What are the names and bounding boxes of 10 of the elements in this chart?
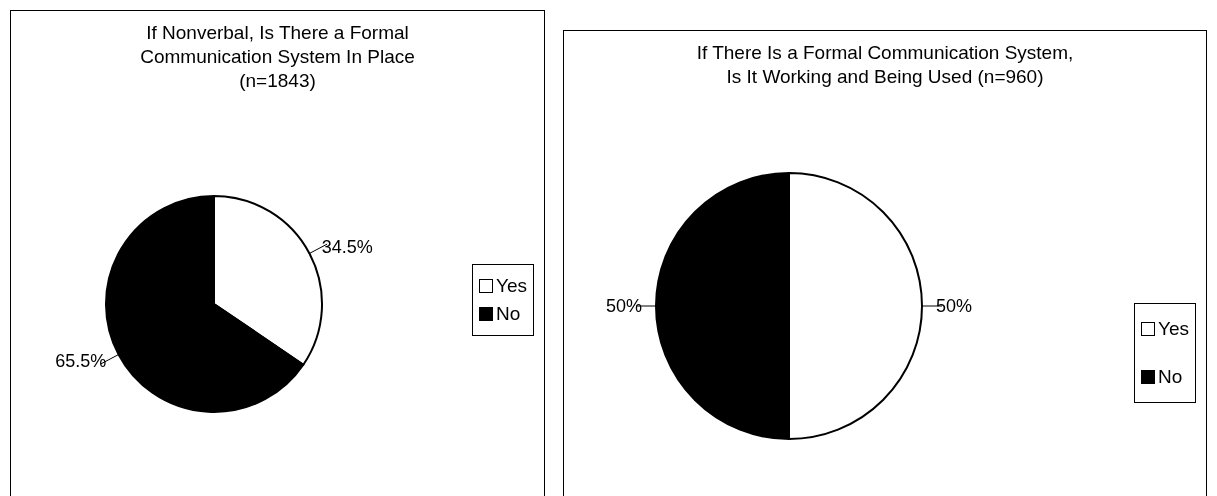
data-label: 50%: [605, 296, 642, 316]
legend-label: No: [496, 303, 521, 325]
data-label: 34.5%: [321, 236, 373, 257]
chart-title: If There Is a Formal Communication System, Is It Working and Being Used (n=960): [695, 41, 1075, 89]
legend-label: Yes: [1158, 318, 1189, 340]
data-label: 65.5%: [55, 351, 107, 372]
chart-title: If Nonverbal, Is There a Formal Communication System In Place (n=1843): [139, 21, 416, 93]
legend-label: Yes: [496, 275, 527, 297]
data-label: 50%: [936, 296, 973, 316]
legend-label: No: [1158, 366, 1183, 388]
